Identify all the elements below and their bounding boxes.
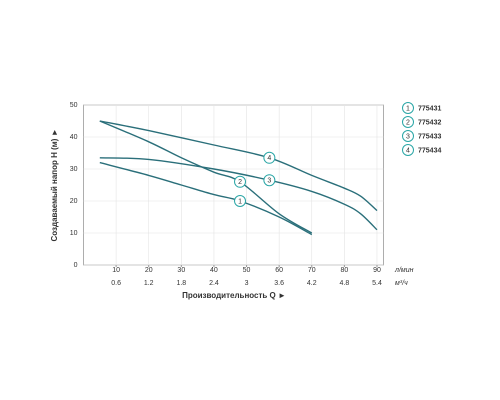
curve <box>99 161 313 236</box>
x2-tick-label: 3.6 <box>274 280 284 287</box>
legend-number-circle <box>402 144 414 156</box>
curve <box>99 120 313 234</box>
curve-label: 1 <box>238 198 242 205</box>
y-tick-label: 50 <box>70 102 78 109</box>
x2-tick-label: 2.4 <box>209 280 219 287</box>
legend-number: 1 <box>406 105 410 112</box>
x-tick-label: 60 <box>275 267 283 274</box>
x2-tick-label: 1.8 <box>176 280 186 287</box>
curve-label-circle <box>263 174 276 187</box>
x-axis-label: Производительность Q ► <box>182 291 286 300</box>
curve-label-circle <box>234 195 247 207</box>
x-tick-label: 80 <box>340 267 348 274</box>
x2-unit: м³/ч <box>395 280 408 287</box>
legend-number-circle <box>402 116 414 128</box>
curve <box>99 157 378 231</box>
y-tick-label: 30 <box>70 166 78 173</box>
x-tick-label: 50 <box>243 267 251 274</box>
x-tick-label: 70 <box>308 267 316 274</box>
curve-label: 4 <box>267 155 271 162</box>
curve-label-circle <box>234 175 247 188</box>
x2-tick-label: 4.8 <box>340 280 350 287</box>
curve-label-circle <box>263 151 276 164</box>
y-tick-label: 10 <box>70 230 78 237</box>
legend-number: 4 <box>406 147 410 154</box>
x2-tick-label: 5.4 <box>372 280 382 287</box>
x-tick-label: 10 <box>112 267 120 274</box>
x2-tick-label: 0.6 <box>111 280 121 287</box>
y-tick-label: 40 <box>70 134 78 141</box>
y-axis-label: Создаваемый напор H (м) ► <box>50 128 59 241</box>
legend-number-circle <box>402 130 414 142</box>
x2-tick-label: 3 <box>245 280 249 287</box>
curve-label: 3 <box>267 178 271 185</box>
x-tick-label: 90 <box>373 267 381 274</box>
legend-label: 775432 <box>418 119 441 126</box>
x-tick-label: 20 <box>145 267 153 274</box>
x2-tick-label: 4.2 <box>307 280 317 287</box>
legend-number-circle <box>402 102 414 114</box>
y-tick-label: 0 <box>74 262 78 269</box>
x2-tick-label: 1.2 <box>144 280 154 287</box>
curve <box>99 120 378 212</box>
curve-label: 2 <box>238 179 242 186</box>
legend-number: 2 <box>406 119 410 126</box>
plot-frame <box>83 104 384 266</box>
legend-label: 775431 <box>418 105 441 112</box>
legend-label: 775434 <box>418 147 441 154</box>
y-tick-label: 20 <box>70 198 78 205</box>
legend-label: 775433 <box>418 133 441 140</box>
x-tick-label: 30 <box>177 267 185 274</box>
x-tick-label: 40 <box>210 267 218 274</box>
x-unit: л/мин <box>394 267 414 274</box>
legend-number: 3 <box>406 133 410 140</box>
